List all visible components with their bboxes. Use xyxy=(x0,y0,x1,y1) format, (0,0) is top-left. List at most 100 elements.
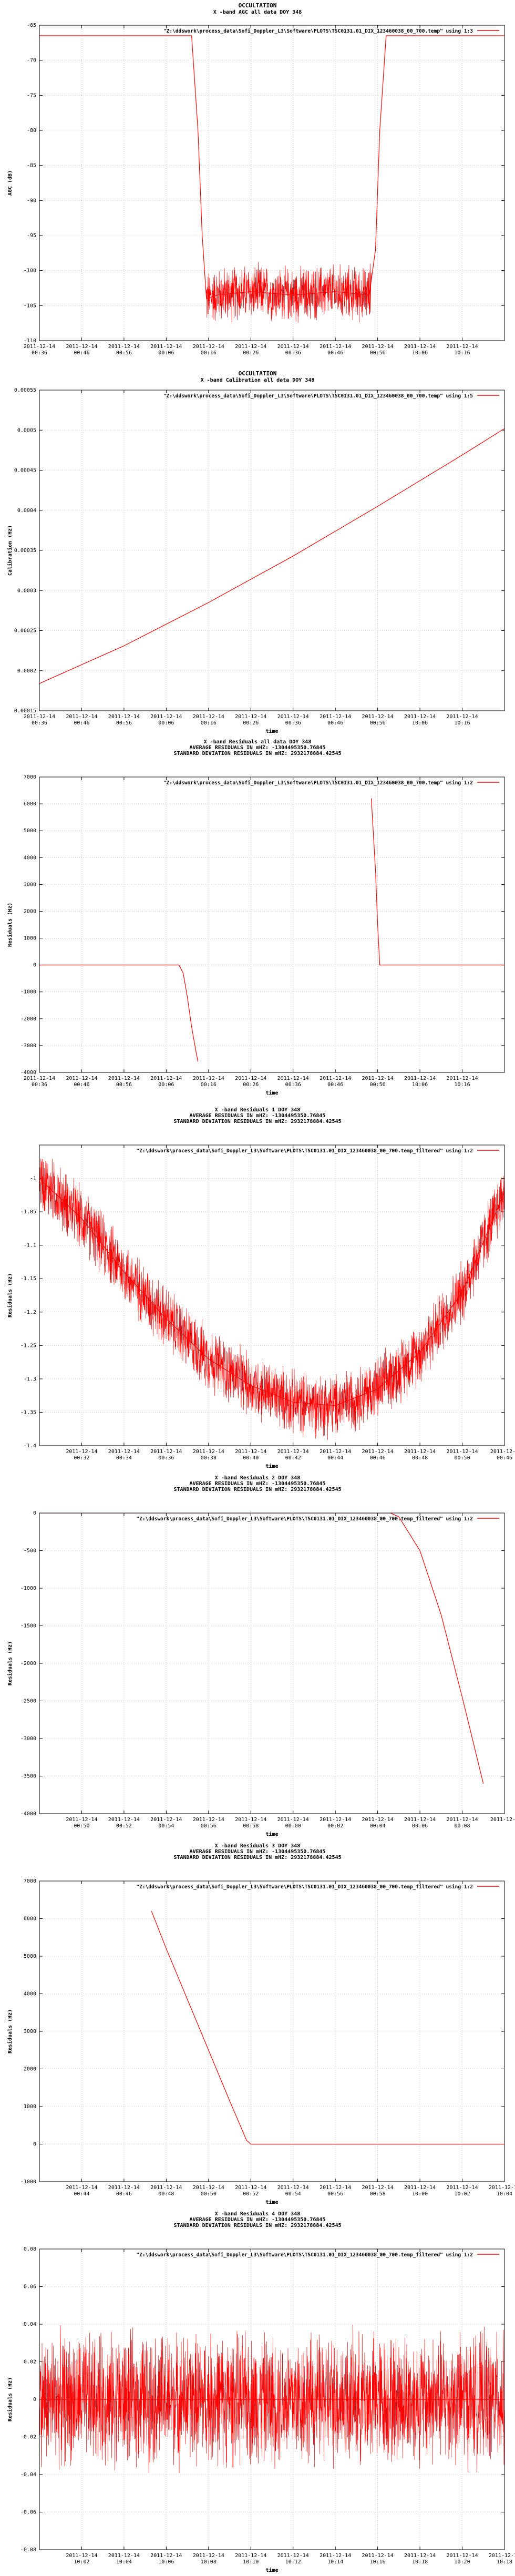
x-tick-label-date: 2011-12-14 xyxy=(150,714,182,720)
x-tick-label-date: 2011-12-14 xyxy=(193,1817,224,1823)
x-axis-label: time xyxy=(265,1463,278,1469)
chart-3: X -band Residuals all data DOY 348AVERAG… xyxy=(7,739,505,1096)
y-tick-label: 4000 xyxy=(24,1991,36,1997)
chart-subtitle-1: X -band Residuals all data DOY 348 xyxy=(204,739,312,745)
x-tick-label-time: 00:56 xyxy=(327,2191,343,2197)
y-tick-label: 0.00015 xyxy=(14,708,36,714)
x-tick-label-date: 2011-12-14 xyxy=(235,344,266,350)
y-tick-label: -110 xyxy=(24,338,36,344)
x-tick-label-time: 00:48 xyxy=(412,1455,428,1461)
y-tick-label: -1.25 xyxy=(20,1343,36,1348)
x-tick-label-time: 00:34 xyxy=(116,1455,132,1461)
x-tick-label-date: 2011-12-14 xyxy=(150,2553,182,2559)
x-tick-label-date: 2011-12-14 xyxy=(446,1449,478,1455)
series-noise xyxy=(206,262,372,323)
x-tick-label-date: 2011-12-14 xyxy=(66,1076,97,1081)
chart-subtitle-1: X -band AGC all data DOY 348 xyxy=(213,9,302,15)
y-tick-label: 0.08 xyxy=(24,2246,36,2252)
y-tick-label: 7000 xyxy=(24,1878,36,1884)
x-tick-label-date: 2011-12-14 xyxy=(193,2553,224,2559)
y-tick-label: 3000 xyxy=(24,2029,36,2035)
x-tick-label-time: 00:06 xyxy=(158,350,174,356)
x-tick-label-date: 2011-12-14 xyxy=(362,344,394,350)
x-tick-label-date: 2011-12-14 xyxy=(320,714,351,720)
y-tick-label: -2500 xyxy=(20,1699,36,1704)
x-tick-label-time: 10:04 xyxy=(497,2191,512,2197)
x-tick-label-date: 2011-12-14 xyxy=(150,2185,182,2191)
legend-label: "Z:\ddswork\process_data\Sofi_Doppler_L3… xyxy=(136,2252,473,2258)
y-axis-label: Residuals (Hz) xyxy=(7,2377,13,2421)
x-tick-label-date: 2011-12-14 xyxy=(193,714,224,720)
legend: "Z:\ddswork\process_data\Sofi_Doppler_L3… xyxy=(163,780,499,786)
x-tick-label-time: 10:04 xyxy=(116,2559,132,2565)
x-tick-label-date: 2011-12-14 xyxy=(404,2553,436,2559)
x-tick-label-time: 00:36 xyxy=(285,720,301,726)
x-tick-label-time: 00:46 xyxy=(74,720,89,726)
x-tick-label-date: 2011-12-14 xyxy=(150,1817,182,1823)
x-tick-label-time: 00:36 xyxy=(32,1082,47,1088)
x-tick-label-date: 2011-12-14 xyxy=(235,1817,266,1823)
x-tick-label-date: 2011-12-14 xyxy=(24,1076,55,1081)
y-tick-label: 0.00045 xyxy=(14,468,36,474)
x-tick-label-time: 00:32 xyxy=(74,1455,89,1461)
y-tick-label: 0 xyxy=(33,1510,36,1516)
y-tick-label: 1000 xyxy=(24,936,36,942)
x-tick-label-time: 10:06 xyxy=(412,350,428,356)
chart-subtitle-3: STANDARD DEVIATION RESIDUALS IN mHZ: 293… xyxy=(173,1119,341,1125)
x-tick-label-date: 2011-12-14 xyxy=(108,1449,140,1455)
series-noise xyxy=(39,2325,504,2473)
grid xyxy=(39,776,505,1073)
y-tick-label: 7000 xyxy=(24,774,36,780)
x-tick-label-time: 10:16 xyxy=(454,720,470,726)
x-tick-label-time: 00:56 xyxy=(116,1082,132,1088)
x-tick-label-date: 2011-12-14 xyxy=(235,2553,266,2559)
y-tick-label: -0.06 xyxy=(20,2510,36,2516)
y-tick-label: -0.08 xyxy=(20,2547,36,2553)
y-tick-label: -75 xyxy=(27,93,36,98)
legend-label: "Z:\ddswork\process_data\Sofi_Doppler_L3… xyxy=(136,1516,473,1522)
y-tick-label: 0.00035 xyxy=(14,548,36,554)
x-tick-label-time: 00:16 xyxy=(201,350,217,356)
y-tick-label: -65 xyxy=(27,23,36,28)
x-tick-label-date: 2011-12-14 xyxy=(235,1449,266,1455)
x-tick-label-date: 2011-12-14 xyxy=(66,1449,97,1455)
x-axis-label: time xyxy=(265,1090,278,1096)
x-tick-label-date: 2011-12-14 xyxy=(404,344,436,350)
y-tick-label: 0.0004 xyxy=(17,508,36,514)
y-tick-label: 0.0003 xyxy=(17,588,36,594)
x-tick-label-time: 10:16 xyxy=(454,1082,470,1088)
chart-title: OCCULTATION xyxy=(239,370,277,377)
y-tick-label: -70 xyxy=(27,58,36,64)
x-tick-label-date: 2011-12-14 xyxy=(108,2185,140,2191)
x-tick-label-date: 2011-12-14 xyxy=(66,2185,97,2191)
x-tick-label-date: 2011-12-1 xyxy=(490,1817,515,1823)
grid xyxy=(39,1880,505,2182)
x-tick-label-date: 2011-12-1 xyxy=(490,1449,515,1455)
x-tick-label-date: 2011-12-14 xyxy=(362,1076,394,1081)
x-tick-label-date: 2011-12-14 xyxy=(446,714,478,720)
chart-subtitle-2: AVERAGE RESIDUALS IN mHZ: -1304495350.76… xyxy=(190,2217,326,2223)
x-tick-label-date: 2011-12-14 xyxy=(320,1817,351,1823)
x-tick-label-time: 10:00 xyxy=(412,2191,428,2197)
y-axis-label: Residuals (Hz) xyxy=(7,1641,13,1685)
y-tick-label: -1.35 xyxy=(20,1409,36,1415)
x-tick-label-time: 00:46 xyxy=(370,1455,386,1461)
x-tick-label-date: 2011-12-14 xyxy=(66,2553,97,2559)
y-tick-label: 0.06 xyxy=(24,2284,36,2290)
y-tick-label: -1.1 xyxy=(24,1243,36,1249)
x-tick-label-time: 10:06 xyxy=(412,720,428,726)
x-tick-label-date: 2011-12-14 xyxy=(277,2553,309,2559)
x-tick-label-time: 10:14 xyxy=(327,2559,343,2565)
x-tick-label-time: 00:56 xyxy=(370,720,386,726)
x-tick-label-date: 2011-12-14 xyxy=(446,2185,478,2191)
grid xyxy=(39,2248,505,2550)
y-axis-label: Residuals (Hz) xyxy=(7,903,13,947)
x-tick-label-time: 00:46 xyxy=(327,350,343,356)
plot-border xyxy=(39,390,505,711)
x-tick-label-time: 00:36 xyxy=(32,350,47,356)
x-tick-label-time: 00:52 xyxy=(243,2191,259,2197)
x-tick-label-date: 2011-12-14 xyxy=(277,1817,309,1823)
